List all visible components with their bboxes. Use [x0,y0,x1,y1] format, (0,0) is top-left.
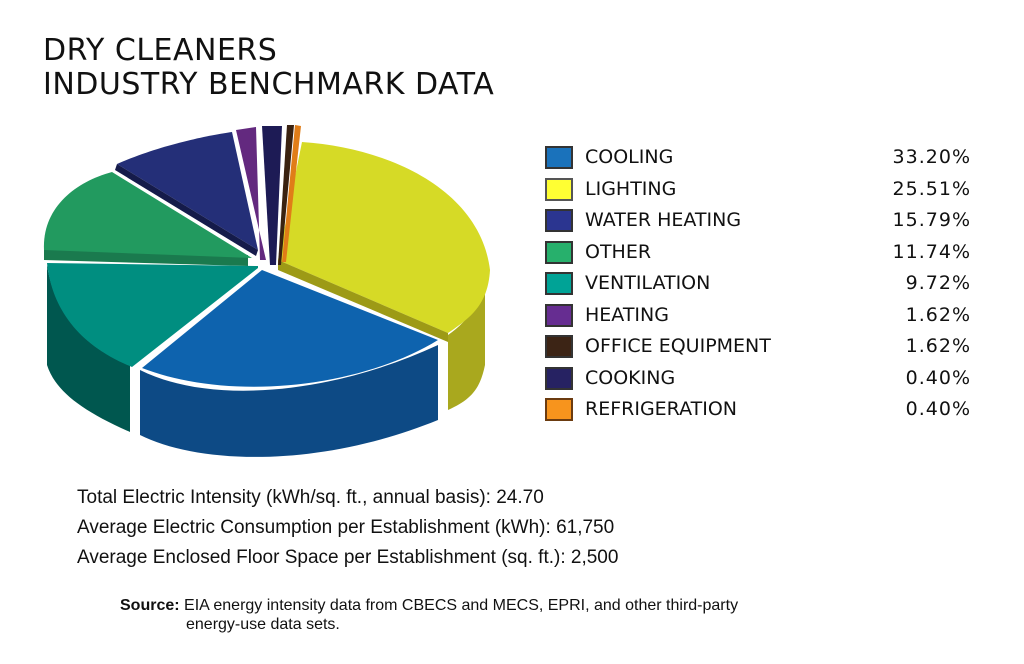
slice-office-equipment [278,125,294,265]
legend-label: REFRIGERATION [585,398,737,420]
legend-item-cooking: COOKING 0.40% [545,365,985,397]
legend-label: LIGHTING [585,177,677,200]
legend-item-other: OTHER 11.74% [545,239,985,271]
swatch-water-heating [545,209,573,232]
legend-label: COOKING [585,366,676,389]
chart-title: DRY CLEANERS INDUSTRY BENCHMARK DATA [43,34,494,102]
swatch-office-equipment [545,335,573,358]
title-line-1: DRY CLEANERS [43,33,278,68]
legend-item-office-equipment: OFFICE EQUIPMENT 1.62% [545,333,985,365]
legend-item-ventilation: VENTILATION 9.72% [545,270,985,302]
pie-sides [44,247,485,457]
slice-water-heating [117,132,258,250]
legend-label: OTHER [585,240,652,263]
slice-heating [236,127,266,260]
legend-item-cooling: COOLING 33.20% [545,144,985,176]
slice-refrigeration [282,125,301,262]
source-text-line-2: energy-use data sets. [186,616,340,633]
slice-side-cooling [140,345,438,457]
swatch-cooking [545,366,573,390]
legend-label: COOLING [585,146,674,168]
legend-label: WATER HEATING [585,209,742,231]
source-text-line-1: EIA energy intensity data from CBECS and… [184,597,739,614]
swatch-ventilation [545,272,573,295]
swatch-heating [545,303,573,327]
title-line-2: INDUSTRY BENCHMARK DATA [43,67,495,102]
legend-item-heating: HEATING 1.62% [545,302,985,334]
legend-value: 25.51% [892,177,971,200]
pie-chart [43,125,490,457]
stat-floor-space: Average Enclosed Floor Space per Establi… [77,547,619,568]
legend-label: VENTILATION [585,272,711,294]
legend-value: 1.62% [905,335,971,357]
slice-other [43,172,253,258]
slice-lighting-front [278,260,448,342]
slice-ventilation [47,263,258,367]
legend-value: 0.40% [905,398,971,420]
legend-value: 11.74% [892,240,971,263]
slice-cooking [262,126,282,265]
legend-label: HEATING [585,303,669,326]
slice-lighting [278,142,490,333]
source-note: Source: EIA energy intensity data from C… [120,596,980,634]
legend-label: OFFICE EQUIPMENT [585,335,771,357]
legend-value: 15.79% [892,209,971,231]
legend-value: 9.72% [905,272,971,294]
swatch-lighting [545,177,573,201]
slice-side-ventilation [47,265,130,432]
legend-value: 0.40% [905,366,971,389]
legend-item-refrigeration: REFRIGERATION 0.40% [545,396,985,428]
swatch-other [545,240,573,264]
source-label: Source: [120,597,180,614]
swatch-cooling [545,146,573,169]
pie-tops [43,125,490,387]
slice-water-heating-edge [115,164,258,256]
benchmark-stats: Total Electric Intensity (kWh/sq. ft., a… [77,483,618,573]
legend-value: 1.62% [905,303,971,326]
legend-value: 33.20% [892,146,971,168]
stat-electric-intensity: Total Electric Intensity (kWh/sq. ft., a… [77,487,544,508]
slice-cooling [142,270,438,387]
legend: COOLING 33.20% LIGHTING 25.51% WATER HEA… [545,144,985,428]
swatch-refrigeration [545,398,573,421]
legend-item-water-heating: WATER HEATING 15.79% [545,207,985,239]
stat-electric-consumption: Average Electric Consumption per Establi… [77,517,615,538]
legend-item-lighting: LIGHTING 25.51% [545,176,985,208]
